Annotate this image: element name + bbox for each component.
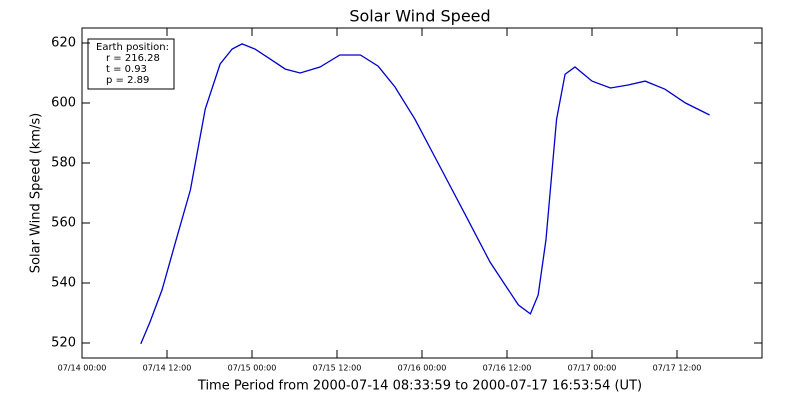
chart-title: Solar Wind Speed bbox=[349, 7, 490, 26]
data-line bbox=[140, 43, 710, 345]
y-tick-label: 620 bbox=[51, 36, 76, 51]
x-tick-label: 07/14 00:00 bbox=[58, 364, 107, 373]
annotation: Earth position: bbox=[96, 42, 169, 53]
annotation: t = 0.93 bbox=[106, 64, 147, 75]
legend-box bbox=[87, 38, 175, 90]
x-tick-label: 07/17 12:00 bbox=[653, 364, 702, 373]
annotation: p = 2.89 bbox=[106, 75, 149, 86]
y-tick-label: 560 bbox=[51, 216, 76, 231]
y-tick-label: 600 bbox=[51, 96, 76, 111]
x-tick-label: 07/16 00:00 bbox=[398, 364, 447, 373]
annotation: r = 216.28 bbox=[106, 53, 160, 64]
y-tick-label: 580 bbox=[51, 156, 76, 171]
x-tick-label: 07/14 12:00 bbox=[143, 364, 192, 373]
x-tick-label: 07/15 12:00 bbox=[313, 364, 362, 373]
x-tick-label: 07/15 00:00 bbox=[228, 364, 277, 373]
x-axis-label: Time Period from 2000-07-14 08:33:59 to … bbox=[197, 379, 642, 394]
y-tick-label: 520 bbox=[51, 336, 76, 351]
y-tick-label: 540 bbox=[51, 276, 76, 291]
y-axis-label: Solar Wind Speed (km/s) bbox=[29, 113, 44, 273]
plot-frame bbox=[81, 27, 763, 359]
x-tick-label: 07/16 12:00 bbox=[483, 364, 532, 373]
x-tick-label: 07/17 00:00 bbox=[568, 364, 617, 373]
